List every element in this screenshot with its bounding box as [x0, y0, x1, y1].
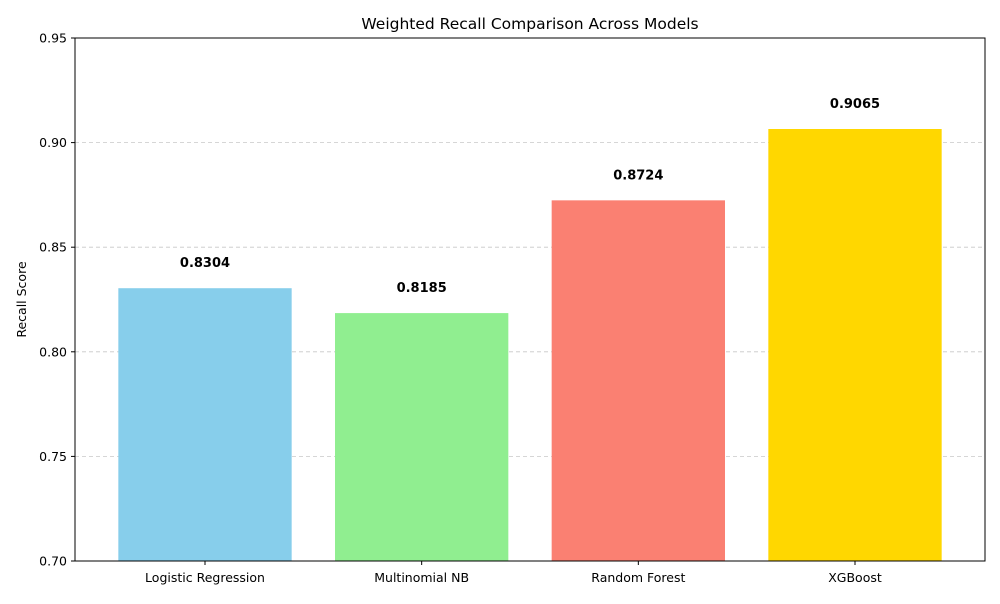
plot-frame — [74, 37, 986, 562]
bar-value-label: 0.8724 — [613, 168, 663, 183]
y-axis-ticks: 0.70 0.75 0.80 0.85 0.90 0.95 — [39, 31, 75, 569]
bar-value-label: 0.9065 — [830, 97, 880, 112]
y-tick-label: 0.75 — [39, 449, 67, 464]
y-tick-label: 0.95 — [39, 31, 67, 46]
x-tick-label: XGBoost — [828, 570, 882, 585]
y-tick-label: 0.70 — [39, 554, 67, 569]
y-tick-label: 0.80 — [39, 344, 67, 359]
bar-value-label: 0.8304 — [180, 256, 230, 271]
bar-value-label: 0.8185 — [397, 281, 447, 296]
x-axis-ticks: Logistic Regression Multinomial NB Random … — [145, 561, 882, 585]
bars — [118, 129, 942, 561]
bar-xgboost — [768, 129, 942, 561]
bar-random-forest — [551, 200, 725, 561]
value-labels: 0.8304 0.8185 0.8724 0.9065 — [180, 97, 880, 296]
y-tick-label: 0.90 — [39, 135, 67, 150]
y-tick-label: 0.85 — [39, 240, 67, 255]
x-tick-label: Random Forest — [591, 570, 685, 585]
chart-title: Weighted Recall Comparison Across Models — [361, 15, 698, 33]
x-tick-label: Logistic Regression — [145, 570, 265, 585]
y-axis-label: Recall Score — [14, 261, 29, 338]
x-tick-label: Multinomial NB — [374, 570, 469, 585]
bar-logistic-regression — [118, 288, 292, 561]
bar-multinomial-nb — [335, 313, 509, 561]
